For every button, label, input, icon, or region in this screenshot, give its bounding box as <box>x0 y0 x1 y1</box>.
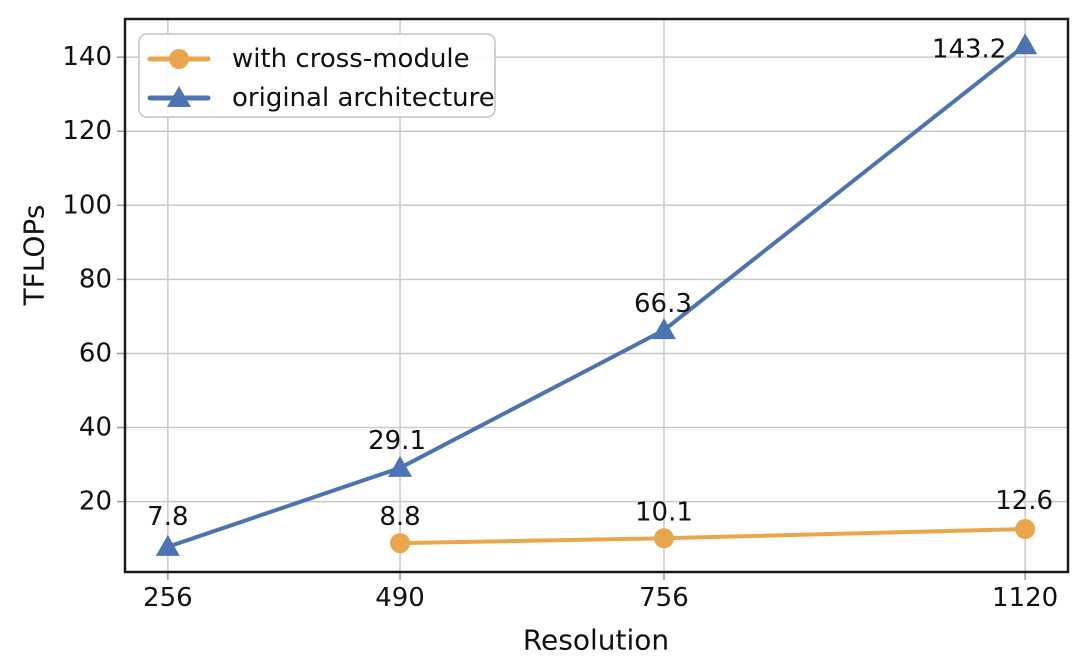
y-tick-label: 60 <box>79 338 112 368</box>
y-tick-label: 40 <box>79 413 112 443</box>
legend-label: with cross-module <box>232 44 470 74</box>
triangle-marker <box>155 534 180 556</box>
triangle-marker <box>651 318 676 340</box>
y-axis-label: TFLOPs <box>18 205 51 307</box>
x-tick-label: 256 <box>143 583 193 613</box>
legend-entry-original-architecture: original architecture <box>147 83 495 113</box>
circle-marker <box>1015 519 1036 540</box>
x-tick-label: 1120 <box>992 583 1058 613</box>
circle-marker <box>390 533 411 554</box>
y-tick-label: 100 <box>62 190 112 220</box>
point-label: 29.1 <box>368 426 426 456</box>
legend-box <box>138 33 496 118</box>
legend: with cross-module original architecture <box>138 33 496 118</box>
point-label: 143.2 <box>932 34 1006 64</box>
legend-label: original architecture <box>232 83 495 113</box>
x-tick-label: 490 <box>375 583 425 613</box>
y-tick-label: 20 <box>79 487 112 517</box>
y-tick-label: 120 <box>62 116 112 146</box>
point-label: 12.6 <box>995 486 1053 516</box>
series-line-with-cross-module <box>398 527 1028 546</box>
circle-marker <box>653 528 674 549</box>
legend-entry-with-cross-module: with cross-module <box>147 44 470 74</box>
annotation-layer: 8.8 10.1 12.6 7.8 29.1 66.3 143.2 <box>147 34 1053 532</box>
y-tick-label: 80 <box>79 264 112 294</box>
triangle-marker <box>167 86 191 107</box>
point-label: 10.1 <box>635 497 693 527</box>
axes-spines <box>123 17 1070 574</box>
x-tick-label: 756 <box>639 583 689 613</box>
y-tick-label: 140 <box>62 42 112 72</box>
point-label: 7.8 <box>147 502 188 532</box>
triangle-marker <box>388 455 413 477</box>
series-line-original-architecture <box>165 43 1028 549</box>
circle-marker <box>169 49 189 69</box>
point-label: 66.3 <box>634 289 692 319</box>
point-label: 8.8 <box>379 502 420 532</box>
x-axis-label: Resolution <box>523 624 669 657</box>
axes-layer: 256 490 756 1120 20 40 60 80 100 120 140 <box>62 17 1070 613</box>
triangle-marker <box>1013 33 1038 55</box>
series-layer <box>155 33 1038 556</box>
